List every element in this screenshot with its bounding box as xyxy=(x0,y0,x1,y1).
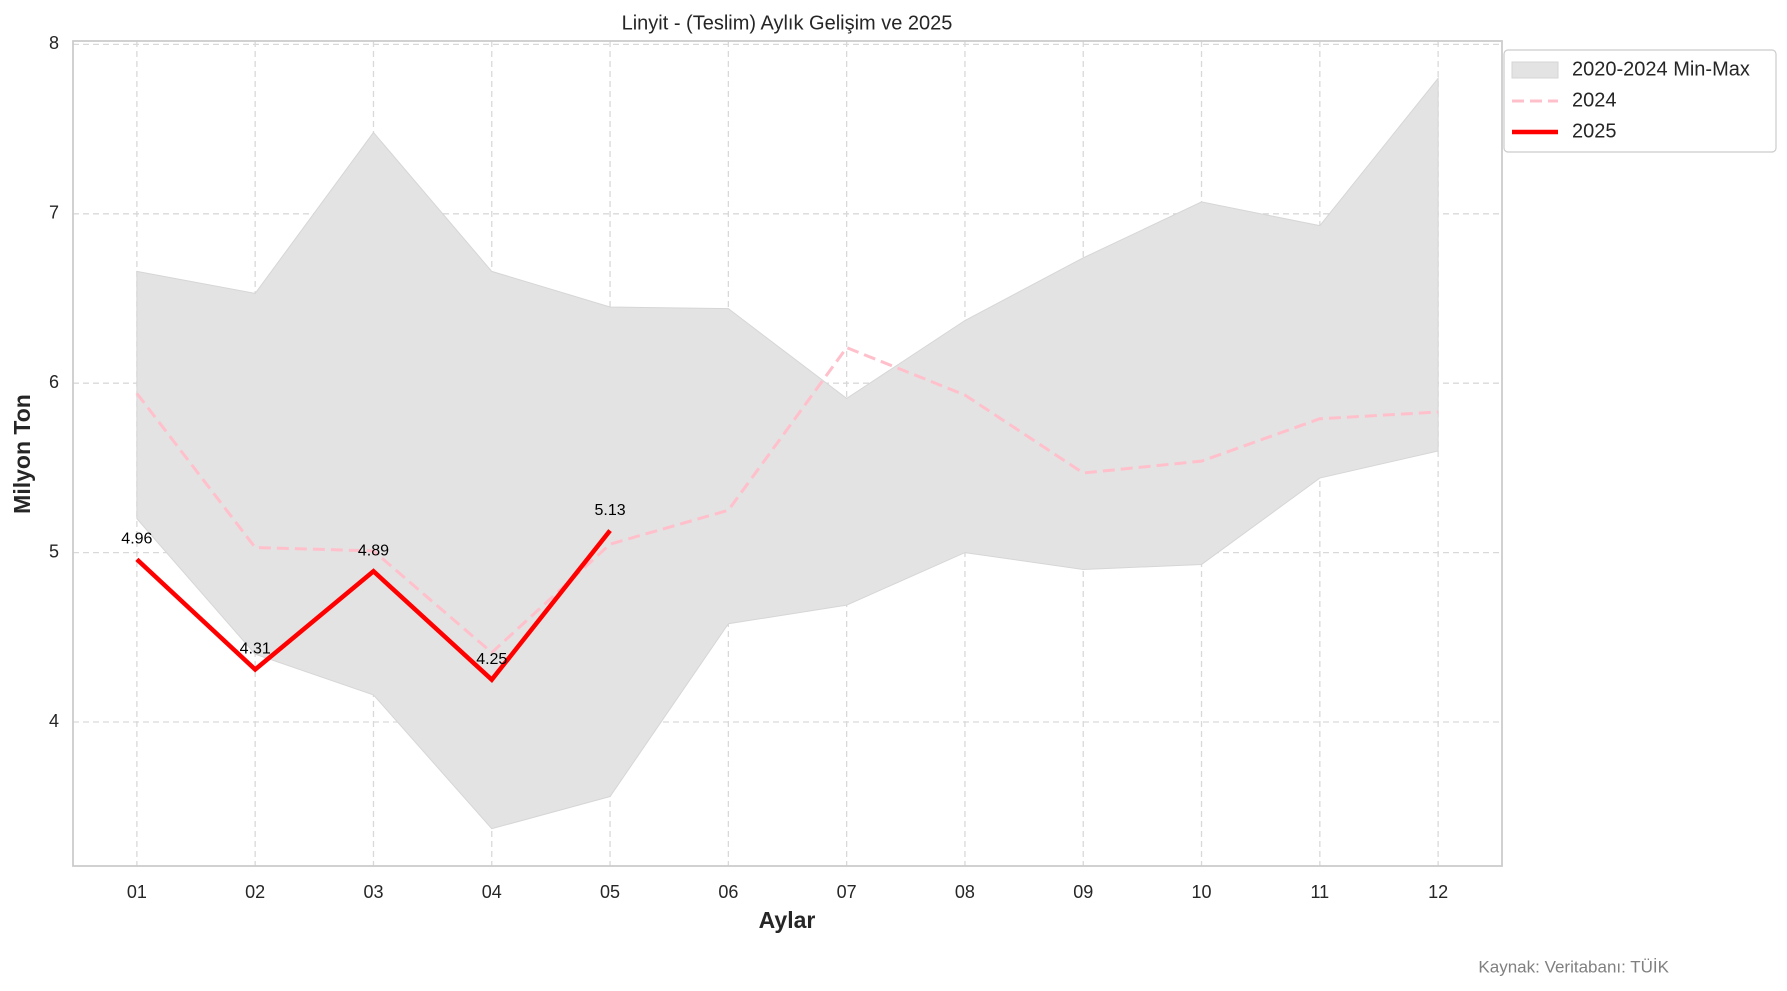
x-tick-label: 05 xyxy=(600,882,620,902)
legend-label: 2020-2024 Min-Max xyxy=(1572,58,1750,80)
data-label: 5.13 xyxy=(594,502,625,519)
x-tick-label: 09 xyxy=(1073,882,1093,902)
legend-label: 2024 xyxy=(1572,89,1617,111)
x-tick-label: 07 xyxy=(837,882,857,902)
legend-box xyxy=(1503,49,1777,153)
x-tick-label: 10 xyxy=(1192,882,1212,902)
chart-title: Linyit - (Teslim) Aylık Gelişim ve 2025 xyxy=(622,12,953,34)
plot-frame xyxy=(72,40,1503,867)
legend-swatch xyxy=(1511,61,1559,79)
min-max-band xyxy=(136,76,1439,830)
data-label: 4.31 xyxy=(240,641,271,658)
data-label: 4.89 xyxy=(358,542,389,559)
y-tick-label: 7 xyxy=(49,203,59,223)
x-tick-label: 12 xyxy=(1428,882,1448,902)
series-line xyxy=(135,345,1439,655)
data-label: 4.96 xyxy=(121,531,152,548)
y-tick-label: 8 xyxy=(49,33,59,53)
x-tick-label: 08 xyxy=(955,882,975,902)
series-line xyxy=(135,529,612,683)
y-tick-label: 6 xyxy=(49,372,59,392)
x-tick-label: 03 xyxy=(363,882,383,902)
legend-label: 2025 xyxy=(1572,120,1617,142)
x-tick-label: 04 xyxy=(482,882,502,902)
x-tick-label: 01 xyxy=(127,882,147,902)
x-tick-label: 06 xyxy=(718,882,738,902)
x-axis-label: Aylar xyxy=(759,907,816,933)
x-tick-label: 11 xyxy=(1310,882,1329,902)
data-label: 4.25 xyxy=(476,651,507,668)
y-axis-label: Milyon Ton xyxy=(9,394,35,514)
y-tick-label: 4 xyxy=(49,711,59,731)
y-tick-label: 5 xyxy=(49,541,59,561)
source-note: Kaynak: Veritabanı: TÜİK xyxy=(1478,957,1669,976)
x-tick-label: 02 xyxy=(245,882,265,902)
